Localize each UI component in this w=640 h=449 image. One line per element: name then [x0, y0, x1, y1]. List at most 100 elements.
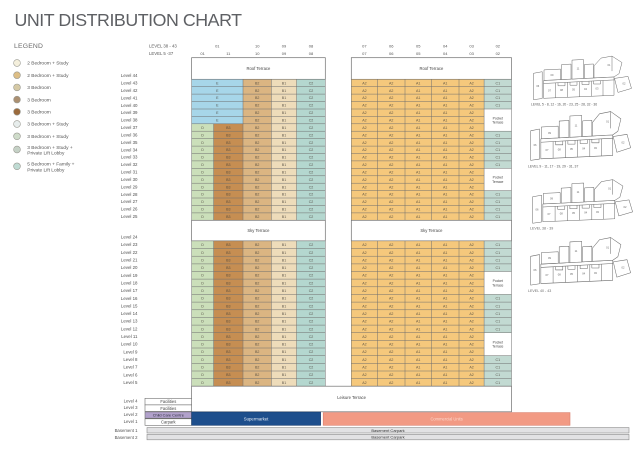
svg-text:C1: C1 [495, 148, 500, 152]
svg-text:C1: C1 [495, 258, 500, 262]
svg-text:Level 1: Level 1 [124, 419, 138, 424]
svg-text:A1: A1 [443, 281, 447, 285]
svg-text:A1: A1 [416, 274, 420, 278]
svg-text:B2: B2 [255, 335, 259, 339]
svg-text:A2: A2 [389, 350, 393, 354]
svg-text:A2: A2 [469, 373, 473, 377]
svg-text:A2: A2 [469, 358, 473, 362]
svg-text:Level 31: Level 31 [121, 170, 138, 175]
svg-text:A1: A1 [416, 111, 420, 115]
svg-text:C2: C2 [309, 358, 314, 362]
svg-text:B3: B3 [226, 156, 230, 160]
svg-text:B3: B3 [226, 251, 230, 255]
svg-text:D: D [201, 327, 204, 331]
svg-text:A1: A1 [443, 208, 447, 212]
svg-text:A2: A2 [469, 148, 473, 152]
svg-text:C1: C1 [495, 373, 500, 377]
svg-text:A2: A2 [389, 141, 393, 145]
svg-text:D: D [201, 148, 204, 152]
svg-text:Level 28: Level 28 [121, 192, 138, 197]
svg-text:C2: C2 [309, 312, 314, 316]
svg-text:B2: B2 [255, 89, 259, 93]
svg-text:A1: A1 [416, 208, 420, 212]
svg-text:B3: B3 [226, 304, 230, 308]
svg-text:Sky Terrace: Sky Terrace [420, 228, 443, 233]
svg-text:A1: A1 [443, 350, 447, 354]
svg-text:A1: A1 [443, 185, 447, 189]
svg-text:C1: C1 [495, 366, 500, 370]
svg-text:B3: B3 [226, 373, 230, 377]
svg-text:06: 06 [534, 143, 537, 147]
svg-text:D: D [201, 304, 204, 308]
svg-text:Level 25: Level 25 [121, 214, 138, 219]
svg-text:A1: A1 [443, 170, 447, 174]
svg-text:D: D [201, 335, 204, 339]
svg-text:Child Care Centre: Child Care Centre [153, 413, 184, 418]
svg-text:A2: A2 [469, 81, 473, 85]
svg-text:A2: A2 [469, 215, 473, 219]
svg-text:B1: B1 [282, 258, 286, 262]
svg-text:Level 4: Level 4 [124, 398, 138, 403]
svg-text:B1: B1 [282, 335, 286, 339]
svg-text:A2: A2 [362, 297, 366, 301]
svg-text:Level 23: Level 23 [121, 242, 138, 247]
svg-text:Supermarket: Supermarket [244, 416, 269, 421]
svg-text:B3: B3 [226, 366, 230, 370]
svg-text:A2: A2 [469, 133, 473, 137]
svg-text:D: D [201, 343, 204, 347]
svg-text:C2: C2 [309, 96, 314, 100]
svg-text:11: 11 [575, 123, 578, 127]
svg-text:A1: A1 [443, 258, 447, 262]
svg-text:A1: A1 [443, 373, 447, 377]
svg-text:07: 07 [548, 212, 551, 216]
svg-text:B3: B3 [226, 200, 230, 204]
svg-text:03: 03 [594, 146, 597, 150]
svg-text:B1: B1 [282, 178, 286, 182]
svg-text:A1: A1 [443, 274, 447, 278]
svg-text:B2: B2 [255, 327, 259, 331]
svg-text:B1: B1 [282, 289, 286, 293]
svg-text:A2: A2 [389, 281, 393, 285]
svg-text:A2: A2 [389, 381, 393, 385]
svg-text:3 Bedroom + Study +: 3 Bedroom + Study + [27, 145, 73, 151]
svg-text:A1: A1 [416, 289, 420, 293]
svg-text:B3: B3 [226, 133, 230, 137]
svg-text:A2: A2 [362, 104, 366, 108]
svg-text:B2: B2 [255, 163, 259, 167]
svg-text:Level 9: Level 9 [123, 349, 138, 354]
svg-text:Facilities: Facilities [160, 399, 176, 404]
svg-text:Private Lift Lobby: Private Lift Lobby [27, 168, 65, 174]
svg-text:04: 04 [584, 87, 587, 91]
svg-text:Pocket: Pocket [493, 176, 503, 180]
svg-text:09: 09 [548, 256, 551, 260]
svg-text:06: 06 [534, 268, 537, 272]
svg-text:D: D [201, 185, 204, 189]
svg-text:D: D [201, 170, 204, 174]
svg-text:A1: A1 [416, 343, 420, 347]
svg-text:A2: A2 [362, 215, 366, 219]
svg-text:B1: B1 [282, 266, 286, 270]
svg-text:B1: B1 [282, 81, 286, 85]
svg-text:06: 06 [536, 84, 539, 88]
svg-text:A2: A2 [469, 104, 473, 108]
svg-text:A1: A1 [416, 185, 420, 189]
svg-text:LEVEL 5 -37: LEVEL 5 -37 [149, 51, 174, 56]
svg-text:A2: A2 [362, 163, 366, 167]
svg-text:A1: A1 [443, 289, 447, 293]
svg-text:C2: C2 [309, 266, 314, 270]
svg-text:C2: C2 [309, 215, 314, 219]
svg-text:A2: A2 [389, 178, 393, 182]
svg-text:A1: A1 [416, 215, 420, 219]
svg-text:Level 44: Level 44 [121, 73, 138, 78]
svg-text:A1: A1 [416, 193, 420, 197]
svg-text:Level 22: Level 22 [121, 250, 138, 255]
svg-text:A2: A2 [469, 200, 473, 204]
svg-text:A2: A2 [389, 373, 393, 377]
svg-text:B3: B3 [226, 185, 230, 189]
svg-text:09: 09 [282, 51, 287, 56]
svg-text:A1: A1 [416, 81, 420, 85]
svg-text:A2: A2 [362, 289, 366, 293]
svg-text:B3: B3 [226, 358, 230, 362]
svg-text:3 Bedroom: 3 Bedroom [27, 85, 50, 91]
svg-text:B1: B1 [282, 111, 286, 115]
